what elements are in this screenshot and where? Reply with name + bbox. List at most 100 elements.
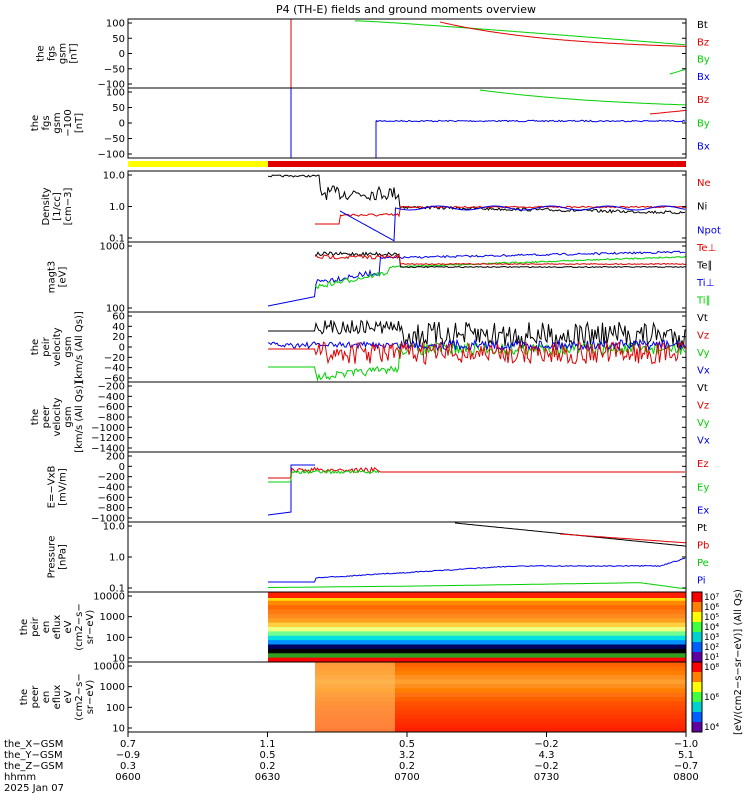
xtick-value: 0600	[115, 772, 140, 783]
trace-te-par	[314, 251, 686, 269]
legend-By: By	[697, 118, 710, 129]
ytick-label: 100	[106, 703, 125, 714]
xtick-value: 0730	[534, 772, 559, 783]
xtick-value: 0.2	[260, 761, 276, 772]
ytick-label: 0	[119, 343, 125, 354]
ytick-label: 10000	[93, 662, 125, 673]
ytick-label: −50	[104, 134, 125, 145]
colorbar-tick: 10⁶	[704, 693, 719, 703]
xtick-value: 0.3	[120, 761, 136, 772]
trace-bz	[439, 21, 686, 47]
legend-Te∥: Te∥	[696, 261, 713, 272]
ytick-label: 1.0	[109, 553, 125, 564]
trace-vy	[268, 341, 686, 382]
ytick-label: −20	[104, 353, 125, 364]
panel-pressure: 10.0 1.0 0.1 Pressure[nPa] Pt Pb Pe Pi	[47, 521, 709, 595]
legend-Bz: Bz	[697, 37, 709, 48]
trace-ti-perp	[267, 250, 686, 307]
ytick-label: 10.0	[103, 522, 125, 533]
legend-Vy: Vy	[697, 348, 710, 359]
legend-Ti∥: Ti∥	[696, 296, 711, 307]
legend-Ey: Ey	[697, 482, 709, 493]
trace-bx	[375, 119, 686, 123]
panel-fgs-gsm-zoom: 100 50 0 −50 −100 thefgsgsm−100[nT] Bz By Bx	[30, 87, 710, 161]
ytick-label: 1000	[100, 612, 125, 623]
panels: 100500−50−100thefgsgsm[nT]BtBzByBx100500…	[19, 18, 744, 735]
ytick-label: −200	[98, 472, 125, 483]
legend-Pt: Pt	[697, 523, 707, 534]
ytick-label: −400	[98, 392, 125, 403]
trace-pi	[268, 557, 686, 583]
legend-Te⊥: Te⊥	[696, 243, 716, 254]
ylabel-fgs-gsm-zoom: thefgsgsm−100[nT]	[30, 109, 85, 136]
ytick-label: −200	[98, 382, 125, 393]
ytick-label: 60	[112, 312, 125, 323]
ytick-label: 100	[106, 633, 125, 644]
legend-Bz: Bz	[697, 95, 709, 106]
xtick-value: 0630	[255, 772, 280, 783]
mode-bar-fast	[268, 161, 686, 167]
legend-Ne: Ne	[697, 178, 711, 189]
ytick-label: −50	[104, 64, 125, 75]
ytick-label: 1.0	[109, 202, 125, 213]
xtick-value: −0.7	[674, 761, 698, 772]
ytick-label: 20	[112, 332, 125, 343]
ytick-label: 50	[112, 103, 125, 114]
ytick-label: 50	[112, 34, 125, 45]
ylabel-temperature: magt3[eV]	[47, 261, 69, 294]
xtick-value: 0700	[394, 772, 419, 783]
ytick-label: 0	[119, 119, 125, 130]
ytick-label: 100	[106, 304, 125, 315]
ytick-label: 0.1	[109, 234, 125, 245]
ylabel-peer-velocity: thepeervelocitygsm[km/s (All Qs)]	[30, 381, 85, 453]
xtick-value: 0.2	[399, 761, 415, 772]
ytick-label: 1000	[100, 242, 125, 253]
colorbar-tick: 10²	[704, 643, 719, 653]
panel-peir-eflux: 10000 1000 100 10 thepeirenefluxeV(cm2−s−sr−…	[19, 591, 719, 665]
colorbar-tick: 10¹	[704, 653, 719, 663]
legend-Vt: Vt	[697, 383, 708, 394]
panel-peer-velocity: −200−400−600−800−1000−1200−1400 thepeerve…	[30, 381, 710, 454]
legend-Bt: Bt	[697, 20, 708, 31]
xrow-label: the_Z−GSM	[4, 761, 63, 772]
ytick-label: 100	[106, 88, 125, 99]
ytick-label: −100	[98, 80, 125, 91]
colorbar-peer-eflux: 10⁸ 10⁶ 10⁴	[691, 661, 719, 733]
ytick-label: 10	[112, 724, 125, 735]
frame-e-field	[127, 451, 687, 523]
figure-title: P4 (TH-E) fields and ground moments over…	[276, 3, 536, 16]
ytick-label: 10	[112, 654, 125, 665]
trace-ey	[268, 469, 380, 483]
panel-density: 10.0 1.0 0.1 Density[1/cc][cm−3] Ne Ni Npot	[41, 170, 721, 245]
ytick-label: 0.1	[109, 584, 125, 595]
trace-te-perp	[314, 253, 686, 266]
trace-ez	[268, 466, 685, 479]
ylabel-e-field: E=−VxB[mV/m]	[47, 466, 69, 509]
ylabel-pressure: Pressure[nPa]	[47, 536, 69, 579]
panel-temperature: 1000 100 magt3[eV] Te⊥ Te∥ Ti⊥ Ti∥	[47, 241, 716, 315]
legend-Bx: Bx	[697, 72, 710, 83]
legend-Pi: Pi	[697, 576, 706, 587]
trace-pe	[268, 582, 686, 590]
colorbar-tick: 10⁴	[704, 623, 719, 633]
legend-Vt: Vt	[697, 313, 708, 324]
trace-vt	[268, 319, 686, 349]
ylabel-peir-velocity: thepeirvelocitygsm[km/s (All Qs)]	[30, 311, 85, 383]
xtick-value: −0.2	[534, 761, 558, 772]
colorbar-tick: 10⁷	[704, 593, 719, 603]
legend-Ti⊥: Ti⊥	[696, 278, 714, 289]
ytick-label: −100	[98, 150, 125, 161]
colorbar-tick: 10⁸	[704, 663, 719, 673]
xtick-value: −0.2	[534, 739, 558, 750]
ytick-label: −1000	[91, 423, 125, 434]
legend-Ez: Ez	[697, 459, 709, 470]
xtick-value: 5.1	[678, 750, 694, 761]
trace-pb	[559, 533, 687, 544]
frame-pressure	[127, 521, 687, 593]
ytick-label: −800	[98, 413, 125, 424]
